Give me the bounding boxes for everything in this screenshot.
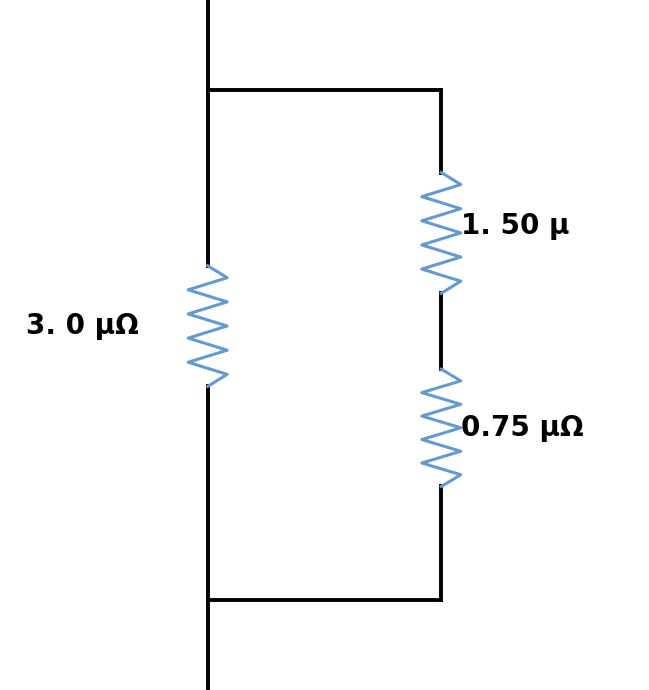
Text: 1. 50 μ: 1. 50 μ bbox=[461, 212, 569, 240]
Text: 0.75 μΩ: 0.75 μΩ bbox=[461, 414, 583, 442]
Text: 3. 0 μΩ: 3. 0 μΩ bbox=[26, 312, 139, 340]
